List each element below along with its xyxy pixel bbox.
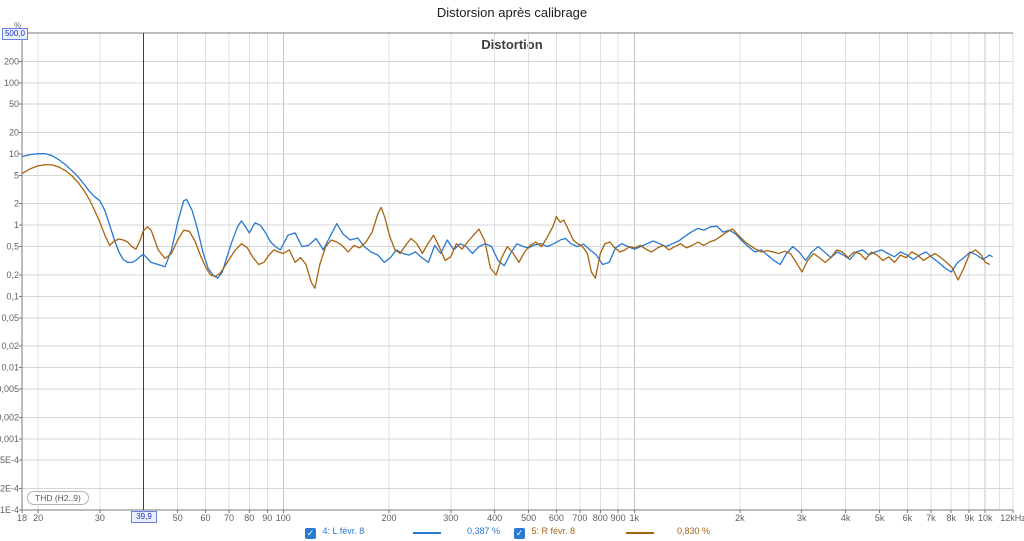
thd-selector-badge[interactable]: THD (H2..9) [27,491,89,505]
y-axis-tick-label: 1E-4 [0,505,19,515]
y-axis-max-field[interactable]: 500,0 [2,28,28,40]
curve-right-channel [21,163,990,289]
x-axis-tick-label: 7k [926,513,936,523]
y-axis-labels: 200 100 50 20 10 5 2 1 0,5 0,2 0,1 0,05 0,02 0,01 0,00… [0,56,19,515]
cursor-frequency-field[interactable]: 39,9 [131,511,157,523]
x-axis-tick-label: 9k [964,513,974,523]
chart-title: Distortion [481,37,543,52]
y-axis-tick-label: 2E-4 [0,484,19,494]
trace-swatch-right [626,532,654,534]
x-axis-tick-label: 200 [381,513,396,523]
x-axis-tick-label: 1k [630,513,640,523]
y-axis-tick-label: 200 [4,56,19,66]
page-title: Distorsion après calibrage [436,5,588,20]
y-axis-tick-label: 0,05 [1,313,19,323]
y-axis-tick-label: 0,2 [6,270,19,280]
y-axis-tick-label: 5 [14,170,19,180]
x-axis-tick-label: 700 [572,513,587,523]
checkbox-checked-icon[interactable]: ✓ [514,528,525,539]
x-axis-tick-label: 60 [200,513,210,523]
x-axis-tick-label: 800 [593,513,608,523]
cursor-value-right: 0,830 % [677,526,711,536]
measurement-label-left[interactable]: 4: L févr. 8 [322,526,365,536]
x-axis-tick-label: 80 [244,513,254,523]
x-axis-tick-label: 100 [276,513,291,523]
x-axis-tick-label: 18 [17,513,27,523]
x-axis-tick-label: 600 [549,513,564,523]
y-axis-tick-label: 0,001 [0,434,19,444]
axes [19,32,1014,513]
x-axis-tick-label: 50 [173,513,183,523]
y-axis-tick-label: 100 [4,78,19,88]
x-axis-tick-label: 5k [875,513,885,523]
trace-swatch-left [413,532,441,534]
legend-item-left[interactable]: ✓ 4: L févr. 8 [305,526,364,539]
y-axis-tick-label: 50 [9,99,19,109]
x-axis-tick-label: 30 [95,513,105,523]
x-axis-tick-label: 20 [33,513,43,523]
x-axis-tick-label: 70 [224,513,234,523]
x-axis-tick-label: 900 [611,513,626,523]
x-axis-tick-label: 3k [797,513,807,523]
checkbox-checked-icon[interactable]: ✓ [305,528,316,539]
y-axis-tick-label: 2 [14,199,19,209]
y-axis-tick-label: 20 [9,128,19,138]
y-axis-tick-label: 0,1 [6,291,19,301]
x-axis-labels: 18 20 30 50 60 70 80 90 100 200 300 400 500 600 700 800… [17,513,1024,523]
y-axis-tick-label: 0,02 [1,341,19,351]
x-axis-tick-label: 8k [946,513,956,523]
y-axis-tick-label: 0,005 [0,384,19,394]
x-axis-tick-label: 12kHz [1000,513,1024,523]
x-axis-tick-label: 4k [841,513,851,523]
x-axis-tick-label: 10k [978,513,993,523]
curve-left-channel [21,153,993,279]
x-axis-tick-label: 6k [903,513,913,523]
y-axis-tick-label: 0,002 [0,412,19,422]
y-axis-unit-label: % [14,21,22,30]
y-axis-tick-label: 10 [9,149,19,159]
legend-item-right[interactable]: ✓ 5: R févr. 8 [514,526,575,539]
y-axis-tick-label: 0,5 [6,242,19,252]
grid [22,33,1014,511]
measurement-label-right[interactable]: 5: R févr. 8 [531,526,576,536]
x-axis-tick-label: 300 [443,513,458,523]
x-axis-tick-label: 90 [262,513,272,523]
y-axis-tick-label: 5E-4 [0,455,19,465]
y-axis-tick-label: 1 [14,220,19,230]
x-axis-tick-label: 2k [735,513,745,523]
x-axis-tick-label: 400 [487,513,502,523]
y-axis-tick-label: 0,01 [1,363,19,373]
x-axis-tick-label: 500 [521,513,536,523]
cursor-value-left: 0,387 % [467,526,501,536]
